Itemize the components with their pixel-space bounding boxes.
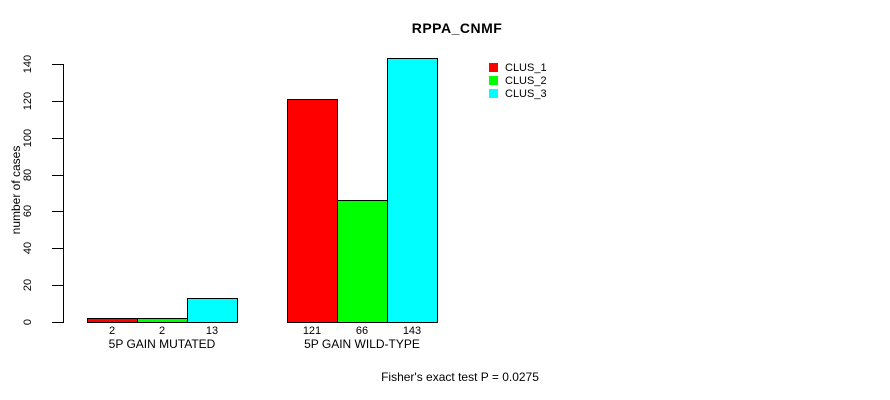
legend-swatch-icon	[489, 76, 498, 85]
bar-clus_3-1	[187, 298, 238, 323]
bar-clus_2-2	[337, 200, 388, 323]
y-tick	[52, 211, 63, 213]
bar-value-label: 2	[158, 325, 166, 337]
category-label: 5P GAIN MUTATED	[108, 337, 216, 351]
legend-swatch-icon	[489, 89, 498, 98]
y-tick	[52, 137, 63, 139]
y-tick	[52, 100, 63, 102]
bar-value-label: 143	[402, 325, 422, 337]
legend-item-clus_3: CLUS_3	[489, 87, 547, 100]
bar-value-label: 66	[355, 325, 369, 337]
y-axis-line	[63, 64, 64, 323]
y-tick-label: 80	[22, 168, 34, 181]
y-tick-label: 60	[22, 205, 34, 218]
y-tick	[52, 64, 63, 65]
bar-value-label: 2	[108, 325, 116, 337]
legend-item-clus_2: CLUS_2	[489, 74, 547, 87]
category-label: 5P GAIN WILD-TYPE	[304, 337, 420, 351]
y-tick	[52, 248, 63, 250]
legend-label: CLUS_3	[505, 87, 547, 100]
bar-clus_3-2	[387, 58, 438, 323]
bar-clus_1-2	[287, 99, 338, 323]
y-tick	[52, 285, 63, 287]
y-tick-label: 40	[22, 242, 34, 255]
y-tick-label: 100	[22, 128, 34, 147]
fisher-test-annotation: Fisher's exact test P = 0.0275	[381, 370, 539, 384]
legend-label: CLUS_2	[505, 74, 547, 87]
y-tick	[52, 174, 63, 176]
y-tick-label: 20	[22, 279, 34, 292]
legend-label: CLUS_1	[505, 61, 547, 74]
bar-value-label: 13	[205, 325, 219, 337]
y-tick-label: 140	[22, 54, 34, 74]
chart-title: RPPA_CNMF	[411, 20, 503, 36]
y-tick	[52, 322, 63, 323]
bar-clus_1-1	[87, 318, 138, 323]
legend-item-clus_1: CLUS_1	[489, 61, 547, 74]
y-tick-label: 120	[22, 91, 34, 111]
legend-swatch-icon	[489, 63, 498, 72]
bar-clus_2-1	[137, 318, 188, 323]
bar-value-label: 121	[302, 325, 322, 337]
legend: CLUS_1 CLUS_2 CLUS_3	[489, 61, 547, 100]
y-tick-label: 0	[22, 318, 34, 326]
